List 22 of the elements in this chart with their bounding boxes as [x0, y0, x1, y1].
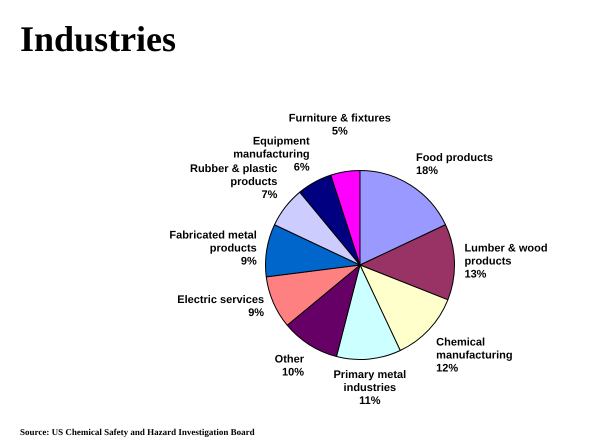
chart-title: Industries: [20, 18, 176, 60]
data-label: 5%: [332, 126, 348, 138]
data-label: 6%: [294, 161, 310, 174]
slice-label: Equipment manufacturing: [233, 135, 310, 160]
slice-label: Fabricated metal products: [169, 230, 257, 255]
slice-label: Lumber & wood products: [464, 242, 548, 268]
slice-label: Furniture & fixtures: [288, 112, 391, 125]
data-label: 11%: [359, 395, 381, 408]
data-label: 9%: [248, 307, 264, 320]
slice-label: Rubber & plastic products: [190, 162, 278, 188]
data-label: 13%: [464, 268, 487, 281]
slice-label: Primary metal industries: [333, 369, 406, 394]
data-label: 7%: [262, 188, 278, 201]
data-label: 9%: [240, 256, 257, 268]
slice-label: Food products: [416, 152, 493, 164]
slice-label: Electric services: [177, 294, 264, 306]
data-label: 18%: [416, 164, 438, 177]
data-label: 12%: [436, 362, 458, 375]
slice-label: Chemical manufacturing: [436, 336, 513, 362]
data-label: 10%: [282, 366, 304, 378]
slice-label: Other: [274, 353, 305, 366]
source-note: Source: US Chemical Safety and Hazard Investigation Board: [20, 427, 255, 437]
